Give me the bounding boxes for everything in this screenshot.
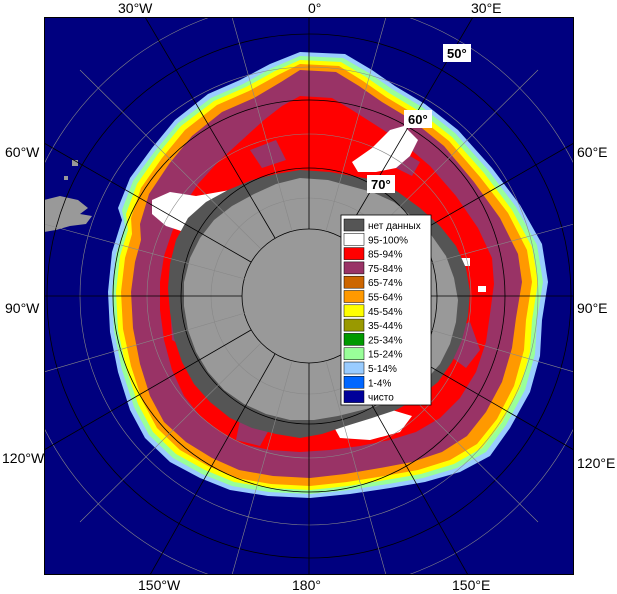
svg-text:70°: 70° bbox=[371, 177, 391, 192]
legend: нет данных 95-100% 85-94% 75-84% 65-74% 55-64… bbox=[340, 214, 432, 406]
legend-label: 85-94% bbox=[368, 250, 403, 261]
legend-label: 35-44% bbox=[368, 321, 403, 332]
legend-swatch bbox=[343, 390, 365, 403]
legend-swatch bbox=[343, 333, 365, 346]
legend-swatch bbox=[343, 347, 365, 360]
svg-text:60°: 60° bbox=[408, 112, 428, 127]
lon-label-90w: 90°W bbox=[5, 300, 40, 316]
legend-label: 55-64% bbox=[368, 293, 403, 304]
legend-label: 95-100% bbox=[368, 235, 408, 246]
lon-label-30e: 30°E bbox=[471, 0, 502, 16]
south-america-land bbox=[44, 160, 92, 232]
lon-label-180: 180° bbox=[292, 577, 321, 593]
lon-label-90e: 90°E bbox=[577, 300, 608, 316]
legend-swatch bbox=[343, 376, 365, 389]
legend-swatch bbox=[343, 233, 365, 246]
lon-label-120w: 120°W bbox=[2, 450, 45, 466]
latitude-tag-70: 70° bbox=[367, 175, 395, 193]
legend-swatch bbox=[343, 247, 365, 260]
legend-label: нет данных bbox=[368, 221, 421, 232]
latitude-tag-60: 60° bbox=[404, 110, 432, 128]
legend-label: 45-54% bbox=[368, 307, 403, 318]
legend-swatch bbox=[343, 318, 365, 332]
lon-label-60w: 60°W bbox=[5, 144, 40, 160]
legend-label: 5-14% bbox=[368, 364, 397, 375]
legend-label: 65-74% bbox=[368, 278, 403, 289]
legend-label: 15-24% bbox=[368, 350, 403, 361]
lon-label-30w: 30°W bbox=[118, 0, 153, 16]
map-border bbox=[44, 17, 574, 575]
lon-label-60e: 60°E bbox=[577, 144, 608, 160]
legend-swatch bbox=[343, 304, 365, 318]
legend-swatch bbox=[343, 218, 365, 232]
lon-label-120e: 120°E bbox=[577, 455, 616, 471]
legend-label: 25-34% bbox=[368, 335, 403, 346]
legend-swatch bbox=[343, 361, 365, 375]
latitude-tag-50: 50° bbox=[443, 44, 471, 62]
legend-label: 75-84% bbox=[368, 264, 403, 275]
legend-swatch bbox=[343, 290, 365, 303]
legend-label: 1-4% bbox=[368, 378, 391, 389]
legend-label: чисто bbox=[368, 393, 394, 404]
legend-swatch bbox=[343, 275, 365, 289]
sea-ice-map: 50° 60° 70° нет данных 95-100% 85-94% 75-84… bbox=[44, 17, 574, 575]
legend-swatch bbox=[343, 261, 365, 275]
lon-label-150w: 150°W bbox=[138, 577, 181, 593]
svg-text:50°: 50° bbox=[447, 46, 467, 61]
lon-label-0: 0° bbox=[308, 0, 322, 16]
lon-label-150e: 150°E bbox=[452, 577, 491, 593]
